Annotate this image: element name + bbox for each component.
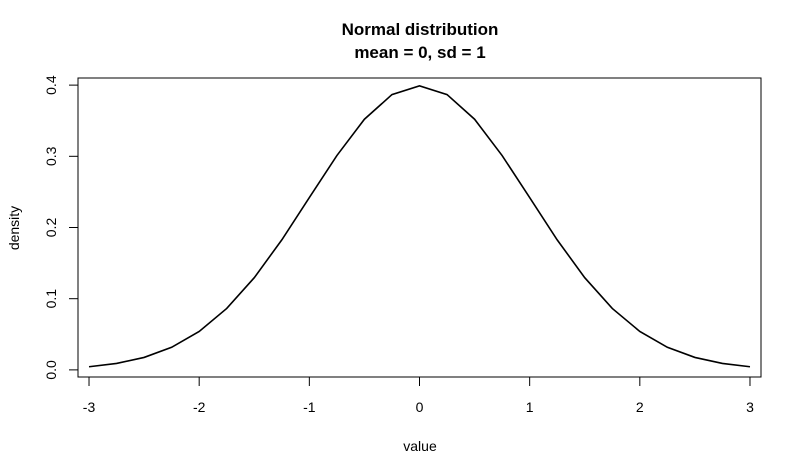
x-tick-label: 0 (416, 399, 424, 415)
chart-title: Normal distribution (342, 20, 499, 39)
x-axis: -3 -2 -1 0 1 2 3 (83, 376, 754, 415)
x-tick-label: 2 (636, 399, 644, 415)
x-tick-label: -1 (303, 399, 316, 415)
y-tick-label: 0.4 (43, 75, 59, 95)
x-tick-label: 3 (746, 399, 754, 415)
chart-subtitle: mean = 0, sd = 1 (354, 43, 485, 62)
plot-frame (77, 77, 762, 378)
y-tick-label: 0.2 (43, 218, 59, 238)
y-tick-label: 0.3 (43, 146, 59, 166)
y-axis-label: density (6, 206, 22, 250)
x-tick-label: 1 (526, 399, 534, 415)
y-tick-label: 0.0 (43, 360, 59, 380)
x-tick-label: -3 (83, 399, 96, 415)
x-tick-label: -2 (193, 399, 206, 415)
x-axis-label: value (403, 438, 437, 454)
y-axis: 0.0 0.1 0.2 0.3 0.4 (43, 75, 79, 380)
density-curve (88, 85, 751, 368)
y-tick-label: 0.1 (43, 289, 59, 309)
